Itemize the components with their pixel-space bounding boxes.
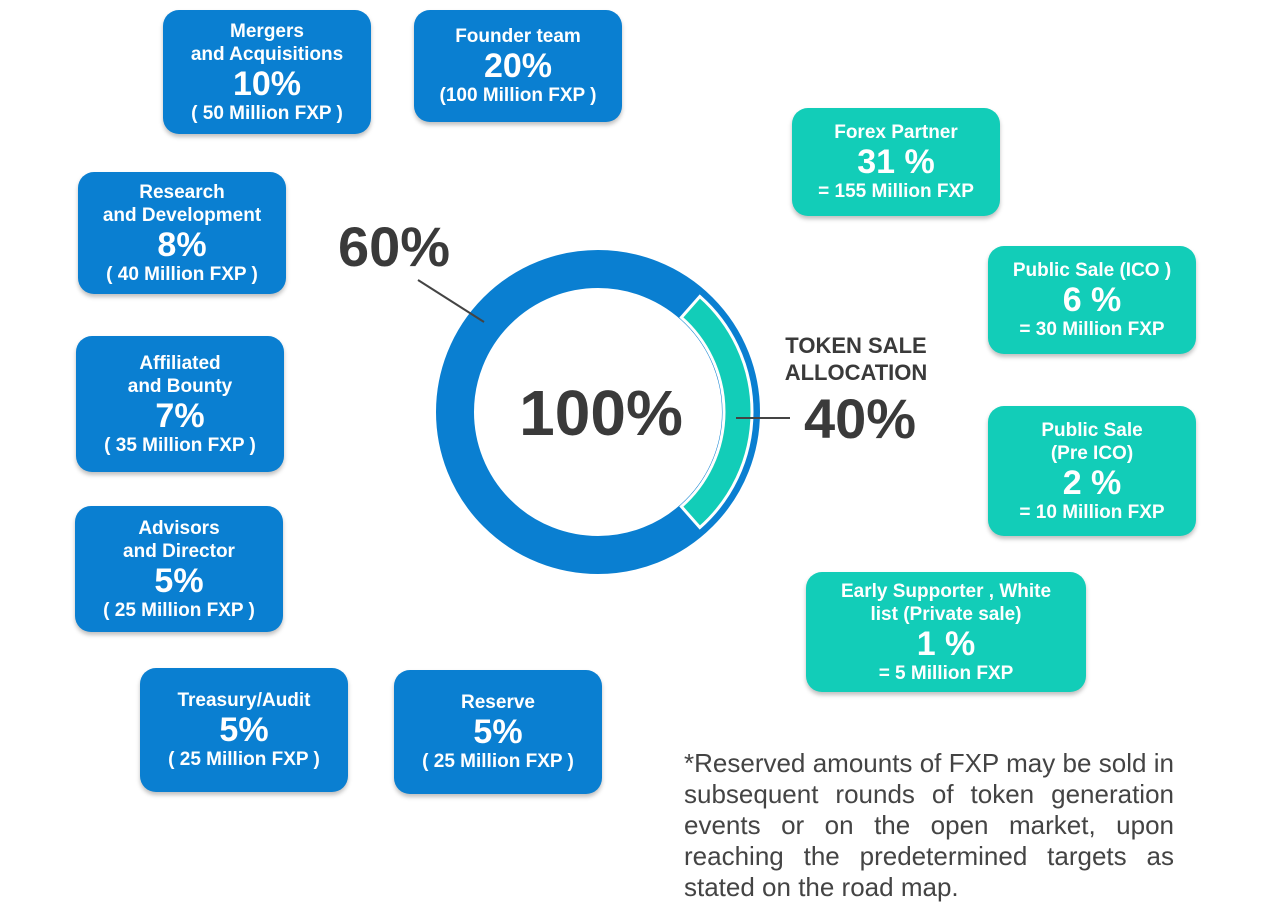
allocation-amount: ( 35 Million FXP )	[104, 434, 256, 456]
allocation-title: Treasury/Audit	[177, 690, 311, 711]
allocation-title: Affiliated and Bounty	[127, 352, 233, 397]
segment-60-label: 60%	[338, 215, 451, 278]
allocation-amount: = 5 Million FXP	[878, 662, 1014, 684]
allocation-box-public-sale-ico: Public Sale (ICO ) 6 % = 30 Million FXP	[988, 246, 1196, 354]
allocation-percent: 10%	[232, 64, 302, 103]
allocation-amount: = 155 Million FXP	[818, 181, 974, 202]
allocation-percent: 5%	[219, 711, 269, 749]
allocation-percent: 5%	[473, 713, 523, 751]
segment-40-label: 40%	[804, 387, 917, 450]
allocation-percent: 6 %	[1062, 281, 1122, 319]
allocation-title: Research and Development	[102, 181, 262, 226]
allocation-percent: 1 %	[916, 624, 976, 663]
allocation-amount: (100 Million FXP )	[439, 85, 597, 106]
allocation-amount: = 30 Million FXP	[1019, 319, 1165, 340]
token-sale-allocation-label: TOKEN SALE ALLOCATION	[784, 333, 928, 385]
label-60-leader-line	[417, 279, 485, 323]
allocation-box-mergers: Mergers and Acquisitions 10% ( 50 Millio…	[163, 10, 371, 134]
allocation-title: Public Sale (ICO )	[1012, 260, 1172, 281]
allocation-title: Mergers and Acquisitions	[190, 20, 344, 65]
allocation-box-research: Research and Development 8% ( 40 Million…	[78, 172, 286, 294]
allocation-title: Public Sale (Pre ICO)	[1041, 419, 1143, 464]
allocation-percent: 8%	[157, 225, 207, 264]
allocation-box-forex-partner: Forex Partner 31 % = 155 Million FXP	[792, 108, 1000, 216]
allocation-box-treasury: Treasury/Audit 5% ( 25 Million FXP )	[140, 668, 348, 792]
allocation-percent: 20%	[483, 47, 553, 85]
allocation-amount: ( 25 Million FXP )	[103, 599, 255, 621]
donut-segment-40	[679, 294, 754, 530]
allocation-percent: 5%	[154, 561, 204, 600]
allocation-title: Reserve	[461, 692, 535, 713]
allocation-title: Early Supporter , White list (Private sa…	[840, 580, 1052, 625]
allocation-amount: ( 50 Million FXP )	[191, 102, 343, 124]
allocation-title: Forex Partner	[834, 122, 958, 143]
allocation-amount: ( 25 Million FXP )	[168, 749, 320, 770]
allocation-title: Founder team	[455, 26, 581, 47]
allocation-percent: 2 %	[1062, 463, 1122, 502]
allocation-box-founder-team: Founder team 20% (100 Million FXP )	[414, 10, 622, 122]
allocation-box-reserve: Reserve 5% ( 25 Million FXP )	[394, 670, 602, 794]
donut-center-label: 100%	[519, 377, 683, 449]
allocation-box-advisors: Advisors and Director 5% ( 25 Million FX…	[75, 506, 283, 632]
allocation-amount: ( 40 Million FXP )	[106, 263, 258, 285]
allocation-box-early-supporter: Early Supporter , White list (Private sa…	[806, 572, 1086, 692]
footnote-text: *Reserved amounts of FXP may be sold in …	[684, 748, 1174, 902]
allocation-box-affiliated: Affiliated and Bounty 7% ( 35 Million FX…	[76, 336, 284, 472]
allocation-amount: ( 25 Million FXP )	[422, 751, 574, 772]
allocation-percent: 7%	[155, 396, 205, 435]
allocation-amount: = 10 Million FXP	[1019, 501, 1165, 523]
allocation-title: Advisors and Director	[123, 517, 235, 562]
allocation-box-public-sale-pre-ico: Public Sale (Pre ICO) 2 % = 10 Million F…	[988, 406, 1196, 536]
allocation-percent: 31 %	[857, 143, 935, 181]
